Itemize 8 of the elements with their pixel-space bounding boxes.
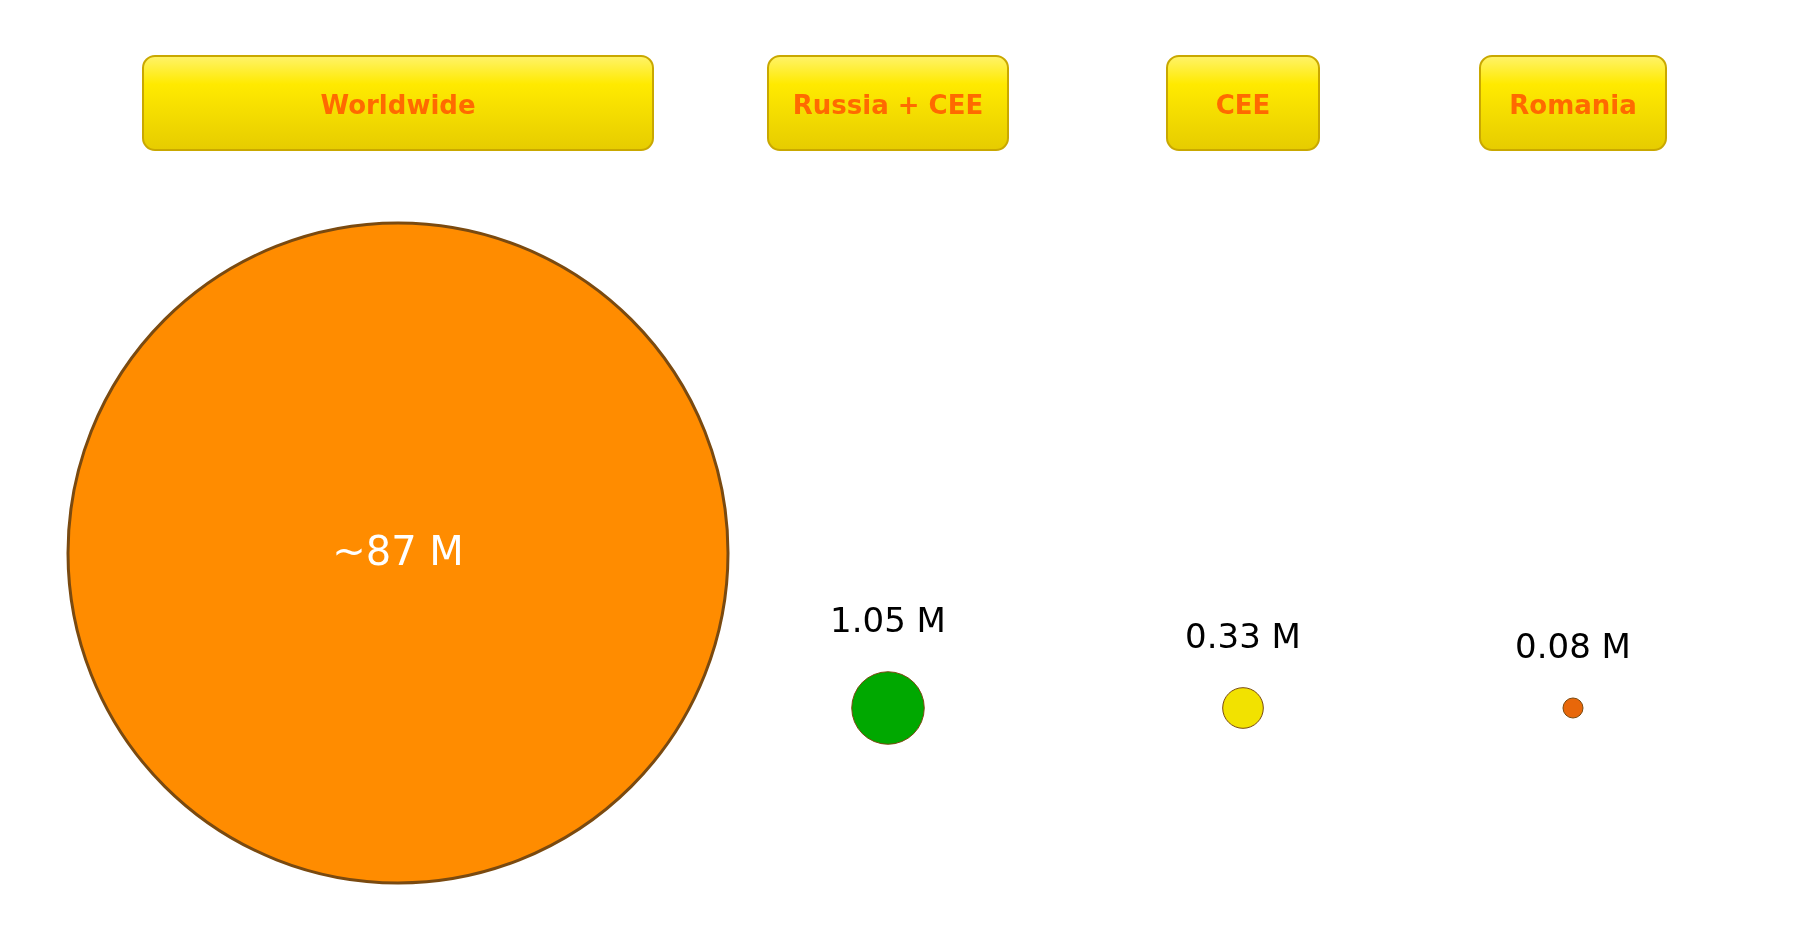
category-label: Russia + CEE: [792, 90, 984, 120]
data-label: 0.08 M: [1515, 625, 1631, 666]
category-label: Worldwide: [320, 90, 476, 120]
category-label: CEE: [1215, 90, 1271, 120]
data-label: ~87 M: [332, 528, 464, 574]
category-label: Romania: [1509, 90, 1637, 120]
data-label: 1.05 M: [830, 599, 946, 640]
data-label: 0.33 M: [1185, 615, 1301, 656]
